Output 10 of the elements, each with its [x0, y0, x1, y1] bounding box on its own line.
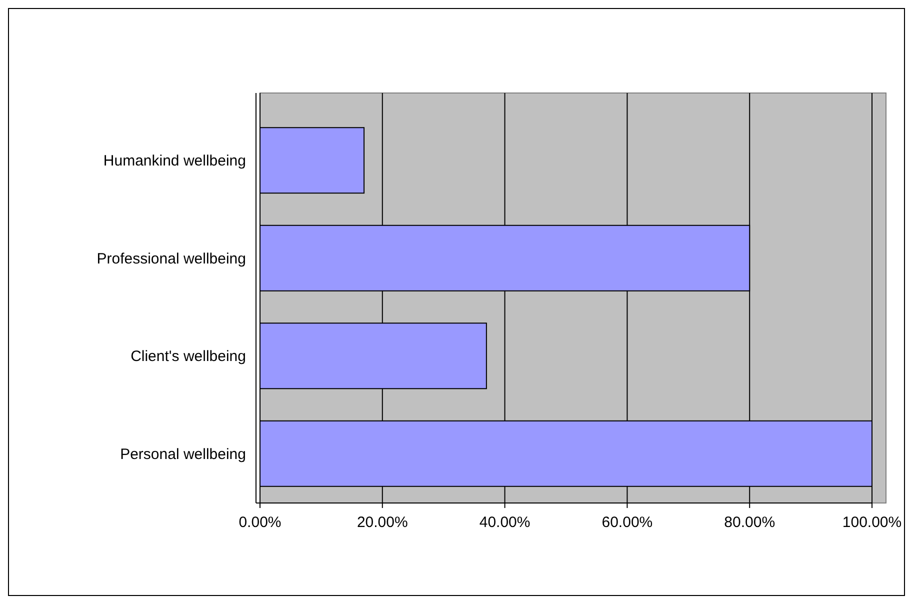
y-tick-label: Personal wellbeing [120, 446, 246, 463]
x-tick-label: 40.00% [479, 514, 530, 531]
x-tick-label: 0.00% [238, 514, 282, 531]
y-tick-label: Professional wellbeing [96, 250, 246, 268]
x-tick-label: 60.00% [602, 514, 653, 531]
x-tick-label: 80.00% [724, 514, 776, 531]
x-tick-label: 100.00% [842, 514, 902, 531]
y-tick-label: Humankind wellbeing [103, 152, 246, 170]
y-tick-label: Client's wellbeing [130, 348, 246, 366]
x-tick-label: 20.00% [356, 514, 408, 531]
